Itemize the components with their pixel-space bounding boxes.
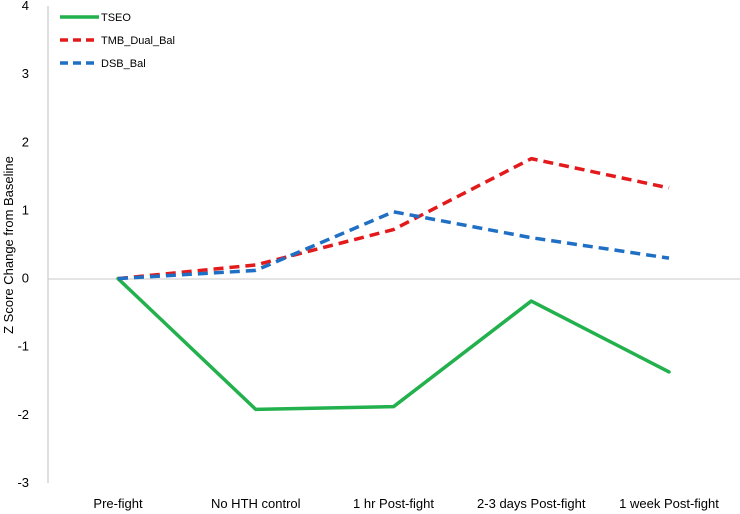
y-tick-label: 2 (22, 134, 29, 149)
legend-label: TSEO (101, 12, 131, 24)
legend-label: DSB_Bal (101, 58, 146, 70)
series-line-dsb-bal (117, 210, 670, 281)
series-line-tseo (116, 276, 671, 412)
x-tick-label: 1 hr Post-fight (353, 496, 434, 511)
series-line-tmb-dual-bal (117, 156, 670, 281)
legend-label: TMB_Dual_Bal (101, 35, 175, 47)
x-tick-label: 2-3 days Post-fight (477, 496, 586, 511)
y-tick-label: -2 (17, 407, 29, 422)
y-tick-label: 4 (22, 0, 29, 13)
y-tick-labels: -3 -2 -1 0 1 2 3 4 (17, 0, 29, 490)
x-tick-labels: Pre-fight No HTH control 1 hr Post-fight 2-… (93, 496, 719, 511)
y-axis-title: Z Score Change from Baseline (1, 156, 16, 334)
x-tick-label: Pre-fight (93, 496, 143, 511)
y-tick-label: -3 (17, 475, 29, 490)
x-tick-label: 1 week Post-fight (619, 496, 719, 511)
series-layer (116, 156, 671, 412)
y-tick-label: 3 (22, 66, 29, 81)
y-tick-label: 1 (22, 202, 29, 217)
y-tick-label: 0 (22, 271, 29, 286)
legend: TSEO TMB_Dual_Bal DSB_Bal (60, 12, 175, 70)
y-tick-label: -1 (17, 339, 29, 354)
x-tick-label: No HTH control (211, 496, 301, 511)
